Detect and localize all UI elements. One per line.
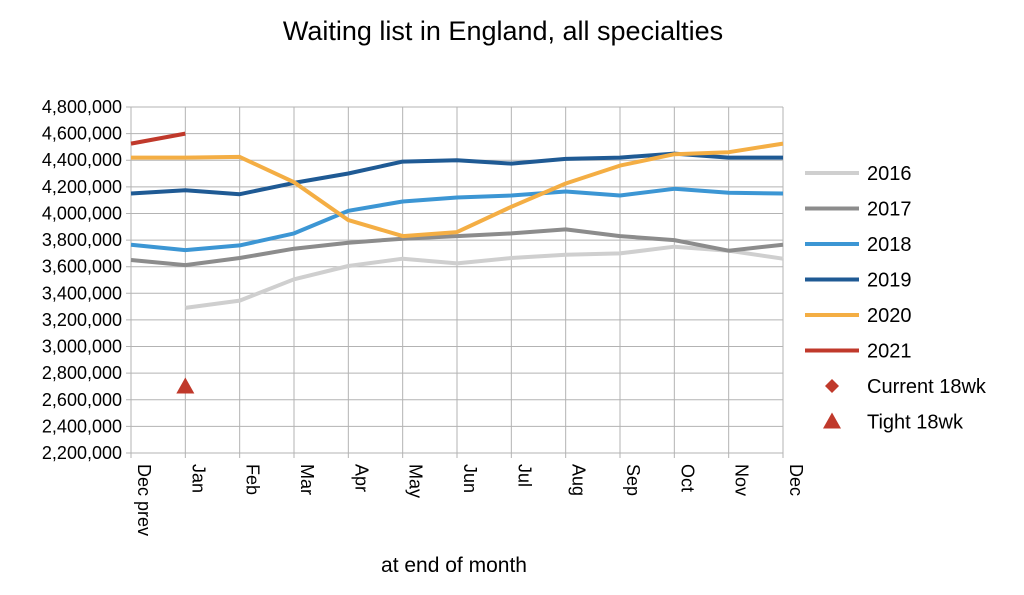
y-tick-label: 4,400,000 — [42, 150, 122, 170]
series-line-2020 — [131, 141, 784, 239]
series-line-2017 — [130, 227, 784, 268]
y-axis-ticks: 2,200,000 2,400,000 2,600,000 2,800,000 3,00… — [42, 97, 122, 463]
x-tick-label: Aug — [569, 464, 589, 496]
x-tick-label: Jul — [514, 464, 534, 487]
x-tick-label: Apr — [351, 464, 371, 492]
x-tick-label: Oct — [677, 464, 697, 492]
marker-triangle — [176, 377, 195, 394]
y-tick-label: 4,000,000 — [42, 203, 122, 223]
legend-label: Current 18wk — [867, 376, 987, 398]
x-tick-label: Jan — [188, 464, 208, 493]
y-tick-label: 2,200,000 — [42, 443, 122, 463]
y-tick-label: 2,600,000 — [42, 390, 122, 410]
legend-item: 2017 — [805, 199, 912, 221]
legend-label: 2016 — [867, 163, 912, 185]
legend-item: Current 18wk — [825, 376, 987, 398]
series-line-2021 — [130, 131, 186, 146]
legend: 2016 2017 2018 2019 2020 2021 Current 18wk Tigh… — [805, 163, 987, 434]
x-tick-label: Feb — [243, 464, 263, 495]
series-lines — [130, 131, 784, 310]
legend-label: Tight 18wk — [867, 412, 964, 434]
y-tick-label: 4,800,000 — [42, 97, 122, 117]
x-axis-label: at end of month — [381, 554, 527, 577]
legend-label: 2017 — [867, 199, 912, 221]
y-tick-label: 2,800,000 — [42, 363, 122, 383]
legend-item: 2018 — [805, 234, 912, 256]
series-markers — [176, 377, 195, 394]
legend-label: 2020 — [867, 305, 912, 327]
y-tick-label: 4,600,000 — [42, 124, 122, 144]
x-tick-label: May — [406, 464, 426, 498]
legend-item: 2019 — [805, 270, 912, 292]
y-tick-label: 3,200,000 — [42, 310, 122, 330]
series-line-2018 — [130, 186, 784, 253]
legend-item: 2021 — [805, 341, 912, 363]
y-tick-label: 3,000,000 — [42, 337, 122, 357]
y-tick-label: 3,400,000 — [42, 283, 122, 303]
legend-label: 2019 — [867, 270, 912, 292]
series-line-2016 — [185, 244, 784, 310]
x-tick-label: Nov — [732, 464, 752, 496]
x-tick-label: Jun — [460, 464, 480, 493]
x-tick-label: Sep — [623, 464, 643, 496]
legend-swatch — [823, 412, 841, 429]
legend-item: 2016 — [805, 163, 912, 185]
legend-label: 2018 — [867, 234, 912, 256]
y-tick-label: 4,200,000 — [42, 177, 122, 197]
y-tick-label: 3,800,000 — [42, 230, 122, 250]
legend-item: Tight 18wk — [823, 412, 964, 434]
y-tick-label: 3,600,000 — [42, 257, 122, 277]
gridlines — [126, 106, 784, 458]
legend-label: 2021 — [867, 341, 912, 363]
x-axis-ticks: Dec prev Jan Feb Mar Apr May Jun Jul Aug Sep Oct No… — [134, 464, 806, 536]
legend-item: 2020 — [805, 305, 912, 327]
x-tick-label: Mar — [297, 464, 317, 495]
legend-swatch — [825, 379, 839, 393]
chart-title: Waiting list in England, all specialties — [283, 16, 723, 46]
y-tick-label: 2,400,000 — [42, 416, 122, 436]
x-tick-label: Dec — [786, 464, 806, 496]
x-tick-label: Dec prev — [134, 464, 154, 536]
